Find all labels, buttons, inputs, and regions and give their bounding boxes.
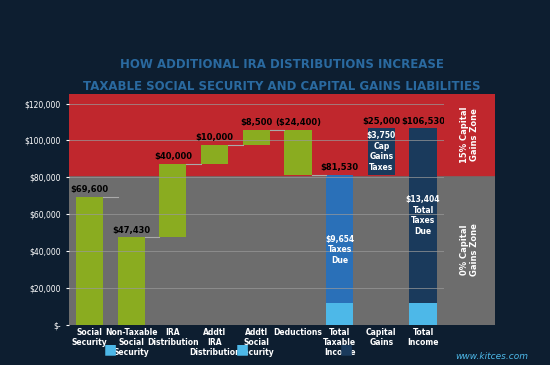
- Bar: [326, 174, 353, 303]
- Text: $81,530: $81,530: [321, 163, 359, 172]
- Bar: [326, 303, 353, 325]
- Text: ($24,400): ($24,400): [275, 118, 321, 127]
- Text: $47,430: $47,430: [112, 226, 150, 235]
- Bar: [444, 95, 495, 174]
- Text: www.kitces.com: www.kitces.com: [455, 352, 528, 361]
- Text: $69,600: $69,600: [70, 185, 109, 194]
- Text: $9,654
Taxes
Due: $9,654 Taxes Due: [325, 235, 354, 265]
- Text: TAXABLE SOCIAL SECURITY AND CAPITAL GAINS LIABILITIES: TAXABLE SOCIAL SECURITY AND CAPITAL GAIN…: [83, 80, 481, 93]
- Bar: [409, 303, 437, 325]
- Bar: [243, 130, 270, 145]
- Text: HOW ADDITIONAL IRA DISTRIBUTIONS INCREASE: HOW ADDITIONAL IRA DISTRIBUTIONS INCREAS…: [120, 58, 444, 71]
- Text: $3,750
Cap
Gains
Taxes: $3,750 Cap Gains Taxes: [367, 131, 396, 172]
- Text: $106,530: $106,530: [401, 117, 445, 126]
- Text: ■: ■: [235, 342, 249, 356]
- Text: $40,000: $40,000: [154, 152, 192, 161]
- Bar: [201, 145, 228, 164]
- Text: ■: ■: [340, 342, 353, 356]
- Bar: [160, 164, 186, 237]
- Text: $25,000: $25,000: [362, 117, 400, 126]
- Bar: [69, 95, 444, 174]
- Bar: [118, 237, 145, 325]
- Text: 15% Capital
Gains Zone: 15% Capital Gains Zone: [460, 106, 479, 163]
- Bar: [284, 130, 311, 174]
- Text: $10,000: $10,000: [196, 134, 234, 142]
- Bar: [368, 128, 395, 174]
- Text: 0% Capital
Gains Zone: 0% Capital Gains Zone: [460, 223, 479, 276]
- Text: $8,500: $8,500: [240, 118, 272, 127]
- Bar: [76, 196, 103, 325]
- Text: $13,404
Total
Taxes
Due: $13,404 Total Taxes Due: [406, 196, 440, 236]
- Text: ■: ■: [103, 342, 117, 356]
- Bar: [409, 128, 437, 303]
